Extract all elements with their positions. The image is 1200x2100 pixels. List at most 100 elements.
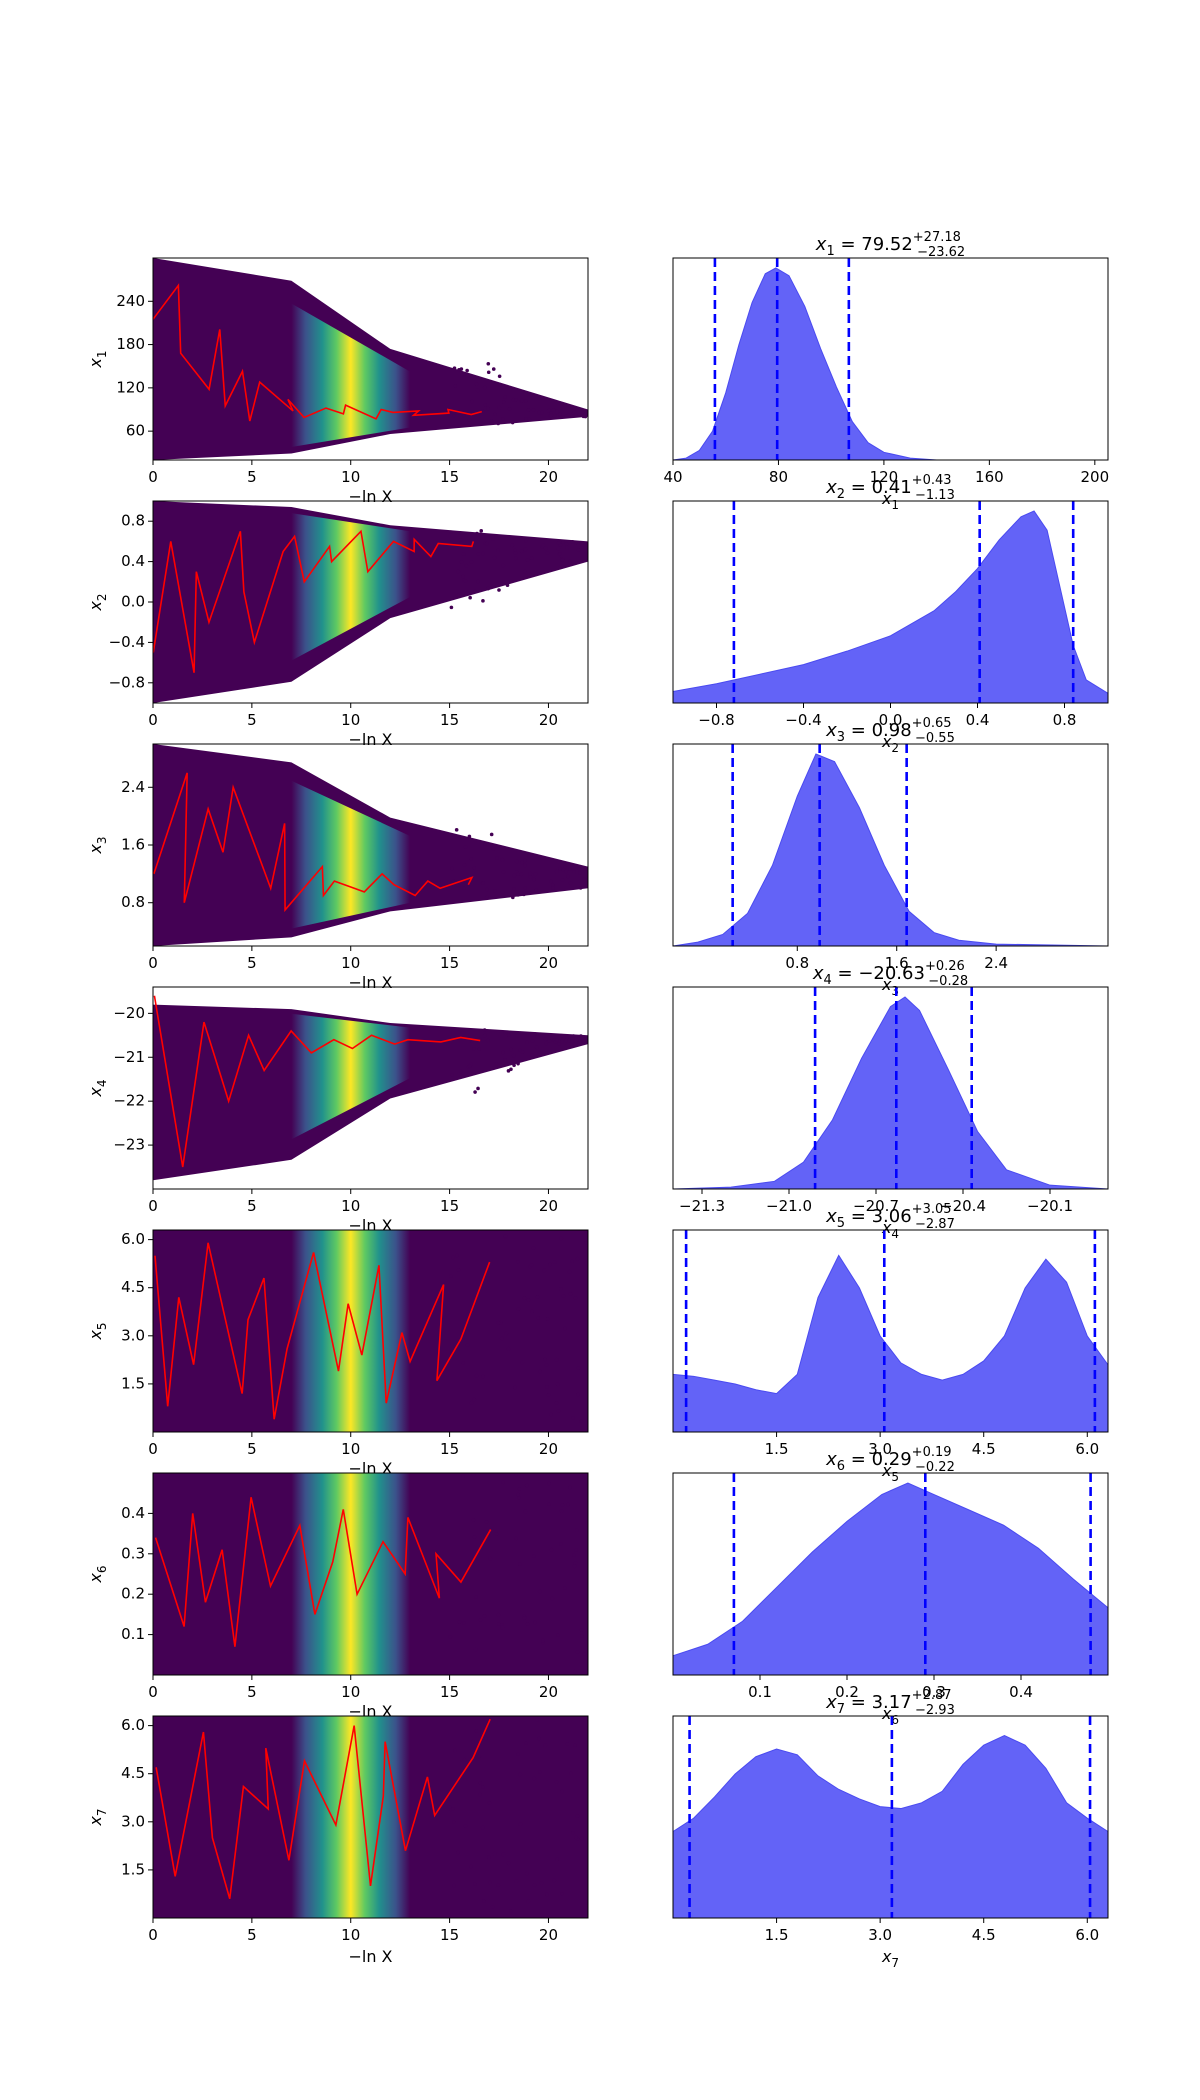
live-point xyxy=(559,1542,563,1546)
x-tick-label: −21.0 xyxy=(766,1197,812,1215)
live-point xyxy=(566,1502,570,1507)
x-tick-label: 15 xyxy=(440,954,459,972)
live-point xyxy=(578,871,582,875)
live-point xyxy=(573,413,578,417)
weight-band xyxy=(291,513,411,661)
live-point xyxy=(517,1672,522,1675)
live-point xyxy=(516,1061,520,1066)
plot-area xyxy=(153,1473,588,1675)
live-point xyxy=(491,367,496,371)
live-point xyxy=(554,1401,559,1405)
live-point xyxy=(462,414,466,418)
posterior-density xyxy=(673,510,1108,703)
x-tick-label: −21.3 xyxy=(679,1197,725,1215)
live-point xyxy=(522,569,527,574)
live-point xyxy=(470,399,474,404)
x-tick-label: 5 xyxy=(247,468,257,486)
live-point xyxy=(448,1634,453,1639)
live-point xyxy=(564,542,569,546)
live-point xyxy=(481,599,485,603)
live-point xyxy=(452,1748,457,1753)
live-point xyxy=(465,368,469,373)
y-tick-label: 0.2 xyxy=(121,1585,145,1603)
x-tick-label: 0.8 xyxy=(785,954,809,972)
live-point xyxy=(511,895,515,900)
live-point xyxy=(482,1028,487,1032)
x-tick-label: 15 xyxy=(440,1683,459,1701)
posterior-title: x3 = 0.98+0.65 −0.55 xyxy=(825,716,955,746)
live-point xyxy=(468,595,472,600)
x-axis-label: −ln X xyxy=(348,487,392,506)
axes-frame xyxy=(672,257,1109,461)
live-point xyxy=(467,418,472,422)
live-point xyxy=(524,399,528,403)
posterior-panel-x2: x2 = 0.41+0.43 −1.13 x2 −0.8 −0.4 0.0 0.4 0.8 xyxy=(672,473,1109,755)
live-point xyxy=(449,530,453,534)
x-axis-label: x7 xyxy=(881,1947,899,1970)
live-point xyxy=(568,1485,572,1490)
axes-frame xyxy=(672,1715,1109,1919)
weight-band xyxy=(291,780,411,929)
x-tick-label: 10 xyxy=(341,711,360,729)
live-point xyxy=(523,858,527,863)
posterior-density xyxy=(673,996,1108,1189)
live-point xyxy=(565,1742,570,1746)
live-point xyxy=(503,1030,508,1035)
posterior-panel-x5: x5 = 3.06+3.05 −2.87 x5 1.5 3.0 4.5 6.0 xyxy=(672,1202,1109,1484)
x-tick-label: 0 xyxy=(148,1197,158,1215)
live-point xyxy=(570,539,575,544)
live-point xyxy=(494,1532,499,1537)
live-point xyxy=(509,1047,513,1052)
live-point xyxy=(497,374,502,379)
y-axis-label: x3 xyxy=(86,836,109,854)
x-axis-label: x4 xyxy=(881,1218,899,1241)
y-tick-label: 240 xyxy=(116,292,145,310)
live-point xyxy=(566,874,570,879)
live-point xyxy=(535,1295,540,1299)
live-point xyxy=(496,1320,501,1325)
live-point xyxy=(514,1473,518,1477)
live-point xyxy=(543,1743,548,1747)
live-point xyxy=(496,421,501,426)
live-point xyxy=(501,1852,506,1857)
live-point xyxy=(568,881,573,886)
live-point xyxy=(499,1336,504,1341)
live-point xyxy=(549,1412,553,1417)
live-point xyxy=(527,854,531,858)
live-point xyxy=(547,1502,551,1507)
live-point xyxy=(449,605,454,610)
x-tick-label: 20 xyxy=(539,954,558,972)
live-point xyxy=(482,1614,487,1618)
x-tick-label: 15 xyxy=(440,1926,459,1944)
live-point xyxy=(501,1050,505,1055)
live-point xyxy=(456,1268,461,1272)
live-point xyxy=(550,1596,555,1601)
live-point xyxy=(546,1392,551,1397)
posterior-density xyxy=(673,267,1108,460)
live-point xyxy=(509,1909,513,1913)
live-point xyxy=(539,1881,544,1886)
trace-panel-x6: 0.10.20.30.4x6−ln X0 5 10 15 20 xyxy=(86,1472,589,1721)
x-tick-label: 20 xyxy=(539,1440,558,1458)
live-point xyxy=(500,890,505,894)
x-tick-label: 0 xyxy=(148,711,158,729)
live-point xyxy=(471,1518,476,1522)
live-point xyxy=(549,1547,554,1552)
live-point xyxy=(579,1628,584,1632)
live-point xyxy=(488,1880,492,1885)
x-tick-label: 0.1 xyxy=(748,1683,772,1701)
live-point xyxy=(522,1616,527,1620)
live-point xyxy=(537,410,541,415)
live-point xyxy=(551,883,555,887)
posterior-title: x5 = 3.06+3.05 −2.87 xyxy=(825,1202,955,1232)
x-tick-label: 0 xyxy=(148,954,158,972)
live-point xyxy=(560,1033,564,1038)
live-point xyxy=(514,397,518,402)
y-axis-label: x4 xyxy=(86,1079,109,1097)
y-tick-label: 60 xyxy=(126,422,145,440)
live-point xyxy=(463,844,468,849)
live-point xyxy=(567,1038,571,1043)
live-point xyxy=(560,1892,564,1896)
weight-band xyxy=(291,1716,411,1918)
x-tick-label: 3.0 xyxy=(868,1440,892,1458)
